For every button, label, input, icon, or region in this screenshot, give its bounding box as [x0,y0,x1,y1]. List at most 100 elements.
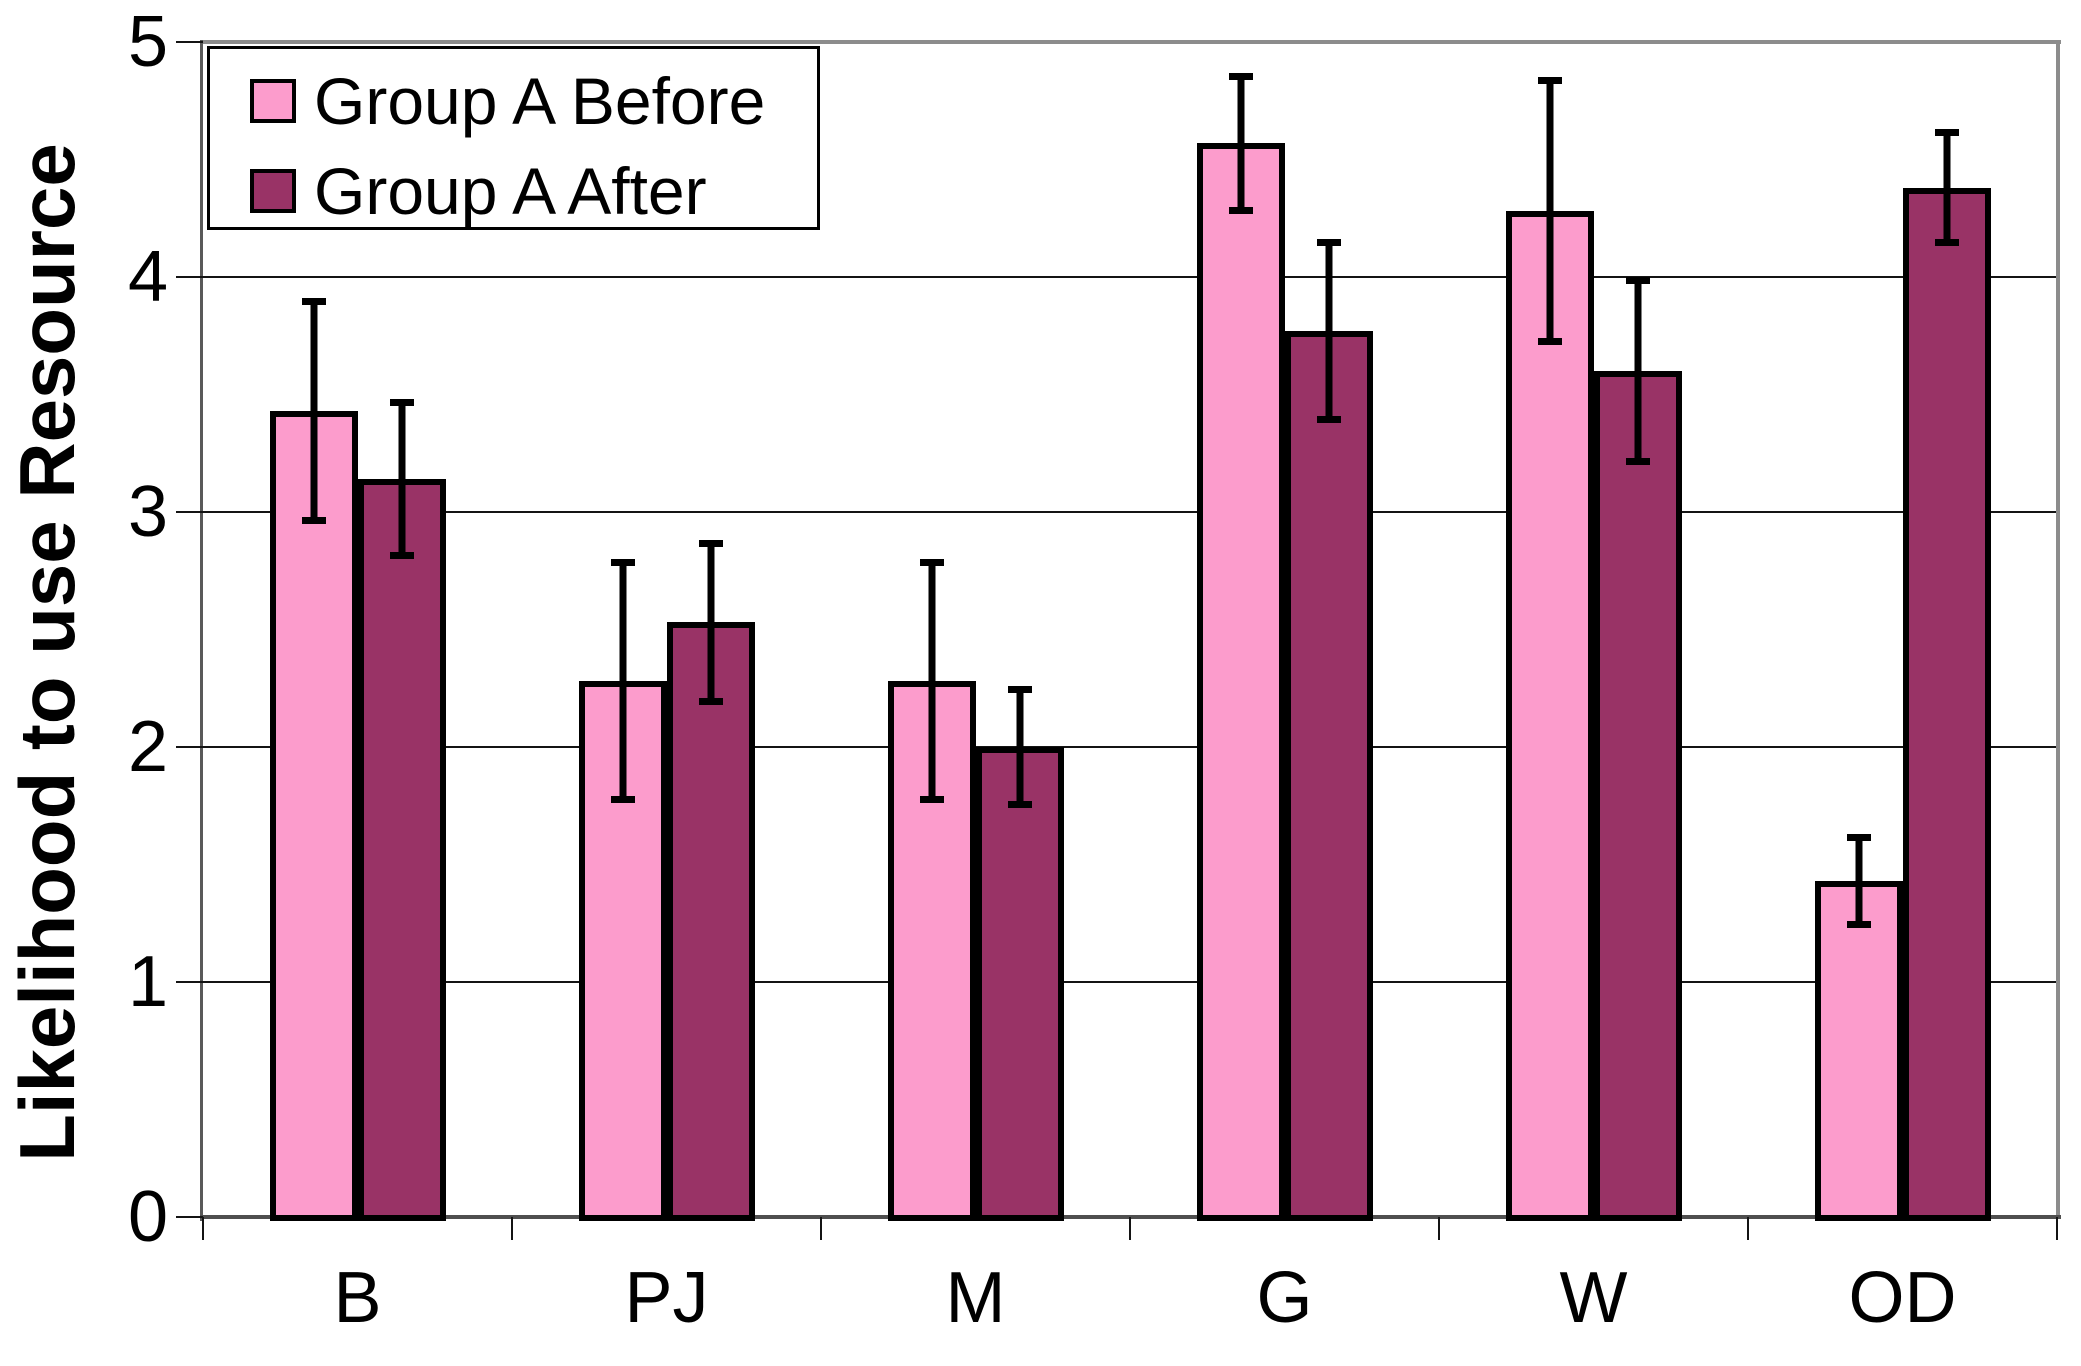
error-bar-group-a-after-M [1007,685,1032,809]
error-bar-line [398,399,405,559]
error-bar-line [1634,277,1641,465]
x-category-label-M: M [945,1258,1006,1338]
error-bar-cap-top [1007,685,1032,693]
gridline-1 [203,981,2057,983]
error-bar-line [619,559,626,804]
error-bar-cap-bottom [919,796,944,804]
bar-group-a-after-W [1593,371,1682,1221]
error-bar-cap-bottom [1007,801,1032,809]
error-bar-line [1237,72,1244,214]
error-bar-line [1855,833,1862,928]
error-bar-cap-top [698,540,723,548]
error-bar-cap-top [301,298,326,306]
bar-group-a-after-B [357,479,446,1221]
x-tick-3 [1129,1217,1131,1240]
y-tick-1 [176,981,203,983]
x-tick-2 [820,1217,822,1240]
error-bar-cap-bottom [698,697,723,705]
x-category-label-B: B [333,1258,382,1338]
y-axis-title-wrap: Likelihood to use Resource [0,0,102,1305]
error-bar-cap-top [1934,128,1959,136]
x-category-label-OD: OD [1848,1258,1957,1338]
x-tick-1 [511,1217,513,1240]
error-bar-cap-bottom [301,516,326,524]
x-tick-5 [1747,1217,1749,1240]
y-tick-label-5: 5 [127,2,168,82]
error-bar-group-a-before-OD [1846,833,1871,928]
error-bar-group-a-before-B [301,298,326,524]
bar-group-a-after-G [1284,331,1373,1221]
error-bar-cap-bottom [1846,920,1871,928]
error-bar-group-a-before-W [1537,77,1562,346]
y-tick-label-4: 4 [127,237,168,317]
legend-label-0: Group A Before [314,64,766,138]
error-bar-line [1325,239,1332,423]
error-bar-cap-bottom [1625,458,1650,465]
x-tick-6 [2056,1217,2058,1240]
error-bar-group-a-before-PJ [610,559,635,804]
x-category-label-G: G [1256,1258,1313,1338]
gridline-4 [203,276,2057,278]
error-bar-cap-top [610,559,635,566]
error-bar-line [928,559,935,804]
error-bar-cap-top [1228,72,1253,80]
error-bar-group-a-after-B [389,399,414,559]
error-bar-cap-top [389,399,414,407]
error-bar-line [707,540,714,705]
error-bar-group-a-before-M [919,559,944,804]
bar-group-a-before-PJ [578,681,667,1221]
y-tick-label-0: 0 [127,1177,168,1257]
legend-label-1: Group A After [314,154,707,228]
y-tick-3 [176,511,203,513]
error-bar-cap-top [1625,277,1650,284]
legend-swatch-0 [250,79,296,123]
error-bar-cap-top [919,559,944,566]
gridline-2 [203,746,2057,748]
y-tick-5 [176,41,203,43]
plot-border-right [2056,40,2060,1219]
error-bar-group-a-after-PJ [698,540,723,705]
error-bar-line [1546,77,1553,346]
error-bar-cap-top [1846,833,1871,841]
legend-item-1: Group A After [250,151,707,231]
error-bar-cap-top [1537,77,1562,85]
bar-group-a-after-M [975,747,1064,1221]
y-tick-2 [176,746,203,748]
error-bar-group-a-after-OD [1934,128,1959,247]
error-bar-cap-bottom [1537,338,1562,346]
y-tick-label-1: 1 [127,942,168,1022]
y-tick-0 [176,1216,203,1218]
x-tick-4 [1438,1217,1440,1240]
bar-group-a-before-G [1196,143,1285,1221]
error-bar-cap-bottom [389,551,414,559]
bar-group-a-after-OD [1902,187,1991,1221]
bar-group-a-after-PJ [666,622,755,1221]
bar-group-a-before-B [269,410,358,1221]
x-tick-0 [202,1217,204,1240]
legend-item-0: Group A Before [250,61,765,141]
error-bar-line [310,298,317,524]
error-bar-cap-bottom [1316,415,1341,423]
error-bar-group-a-before-G [1228,72,1253,214]
x-category-label-W: W [1559,1258,1628,1338]
error-bar-cap-top [1316,239,1341,247]
error-bar-group-a-after-G [1316,239,1341,423]
bar-group-a-before-OD [1814,880,1903,1221]
y-axis-line [200,40,203,1221]
legend-swatch-1 [250,169,296,213]
legend: Group A Before Group A After [207,46,820,230]
x-category-label-PJ: PJ [624,1258,709,1338]
error-bar-line [1016,685,1023,809]
error-bar-group-a-after-W [1625,277,1650,465]
y-tick-label-3: 3 [127,472,168,552]
error-bar-cap-bottom [610,796,635,804]
y-tick-label-2: 2 [127,707,168,787]
bar-group-a-before-W [1505,211,1594,1221]
gridline-3 [203,511,2057,513]
plot-border-top [200,40,2061,44]
y-tick-4 [176,276,203,278]
error-bar-cap-bottom [1934,239,1959,247]
error-bar-line [1943,128,1950,247]
error-bar-cap-bottom [1228,206,1253,214]
